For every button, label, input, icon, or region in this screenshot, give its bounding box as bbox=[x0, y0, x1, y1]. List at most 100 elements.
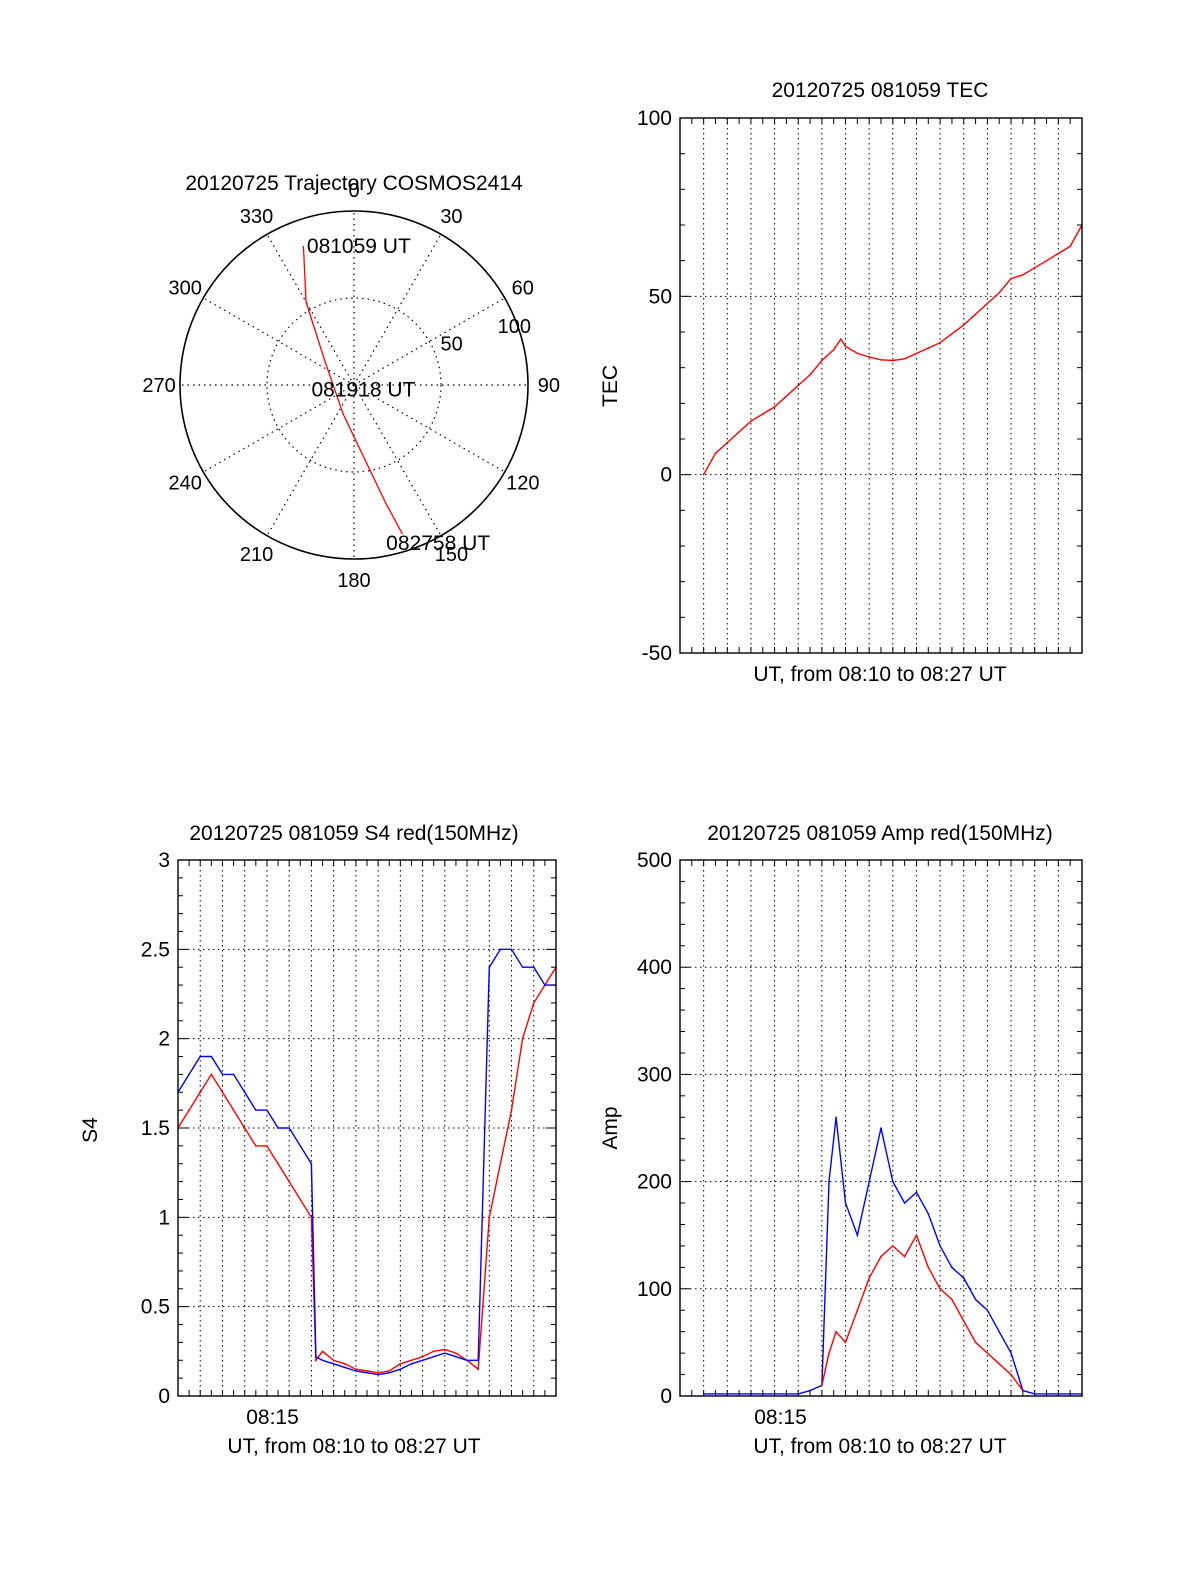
s4-xlabel: UT, from 08:10 to 08:27 UT bbox=[227, 1435, 480, 1458]
azimuth-label-0: 0 bbox=[348, 180, 359, 202]
data-point bbox=[532, 1002, 535, 1004]
amp-title: 20120725 081059 Amp red(150MHz) bbox=[707, 822, 1053, 845]
data-point bbox=[856, 1309, 859, 1312]
data-point bbox=[455, 1355, 457, 1358]
tec-plot-area: -50 0 50 100 bbox=[637, 107, 1083, 665]
trajectory-spoke-30 bbox=[353, 234, 442, 386]
trajectory-path bbox=[302, 245, 403, 535]
data-point bbox=[856, 352, 859, 355]
azimuth-label-120: 120 bbox=[506, 472, 539, 494]
y-tick-label: 300 bbox=[637, 1063, 672, 1086]
azimuth-label-270: 270 bbox=[142, 375, 175, 397]
trajectory-spoke-120 bbox=[353, 384, 505, 473]
data-point bbox=[797, 384, 800, 387]
trajectory-annotation: 081918 UT bbox=[312, 378, 416, 401]
data-point bbox=[421, 1359, 424, 1362]
data-point bbox=[903, 357, 906, 360]
data-point bbox=[488, 966, 491, 968]
data-point bbox=[750, 420, 752, 422]
amp-ylabel: Amp bbox=[599, 1106, 622, 1149]
data-point bbox=[939, 341, 941, 344]
data-point bbox=[915, 1234, 918, 1236]
data-point bbox=[998, 1363, 1001, 1365]
data-point bbox=[477, 1368, 479, 1370]
data-point bbox=[410, 1359, 413, 1362]
data-point bbox=[466, 1359, 468, 1362]
data-point bbox=[915, 352, 918, 355]
azimuth-label-240: 240 bbox=[169, 472, 202, 494]
data-point bbox=[188, 1109, 190, 1111]
data-point bbox=[927, 1212, 930, 1215]
data-point bbox=[1022, 274, 1024, 276]
data-point bbox=[974, 313, 977, 315]
data-point bbox=[210, 1073, 213, 1076]
data-point bbox=[444, 1348, 446, 1351]
data-point bbox=[939, 1288, 941, 1290]
data-point bbox=[892, 1180, 894, 1183]
trajectory-azimuth-labels: 0 30 60 90 120 150 180 210 240 270 300 330 bbox=[142, 180, 560, 592]
data-point bbox=[821, 359, 823, 362]
data-point bbox=[785, 395, 788, 398]
y-tick-label: 0.5 bbox=[141, 1296, 170, 1319]
data-point bbox=[266, 1145, 268, 1147]
data-point bbox=[277, 1127, 279, 1129]
data-point bbox=[927, 1266, 930, 1269]
data-point bbox=[288, 1127, 290, 1129]
data-point bbox=[974, 1341, 977, 1344]
trajectory-radial-ring-50 bbox=[266, 297, 442, 473]
data-point bbox=[939, 1245, 941, 1247]
trajectory-grid bbox=[179, 210, 529, 560]
data-point bbox=[210, 1055, 213, 1058]
data-point bbox=[962, 1320, 965, 1322]
data-point bbox=[321, 1359, 324, 1362]
data-point bbox=[366, 1371, 368, 1374]
data-point bbox=[499, 948, 502, 951]
azimuth-label-150: 150 bbox=[435, 544, 468, 566]
data-point bbox=[477, 1359, 479, 1362]
amp-panel: 20120725 081059 Amp red(150MHz) 0 100 200 3… bbox=[599, 822, 1083, 1458]
data-point bbox=[521, 966, 524, 968]
data-point bbox=[315, 1359, 317, 1362]
data-point bbox=[388, 1370, 391, 1372]
series-line-0 bbox=[702, 224, 1083, 476]
data-point bbox=[828, 1180, 830, 1183]
data-point bbox=[856, 1234, 859, 1236]
x-tick-label: 08:15 bbox=[754, 1406, 807, 1429]
y-tick-label: 100 bbox=[637, 1278, 672, 1301]
data-point bbox=[951, 332, 953, 335]
azimuth-label-330: 330 bbox=[240, 206, 273, 228]
tec-panel: 20120725 081059 TEC -50 0 50 100 UT, from 0… bbox=[599, 79, 1083, 686]
data-point bbox=[199, 1091, 202, 1094]
azimuth-label-180: 180 bbox=[337, 570, 370, 592]
data-point bbox=[299, 1198, 302, 1201]
data-point bbox=[998, 1330, 1001, 1333]
data-point bbox=[432, 1350, 435, 1353]
data-point bbox=[828, 1352, 830, 1354]
data-point bbox=[399, 1363, 402, 1365]
radial-label-50: 50 bbox=[441, 334, 463, 356]
data-point bbox=[986, 1309, 989, 1312]
data-point bbox=[455, 1352, 457, 1354]
tec-ylabel: TEC bbox=[599, 365, 622, 407]
data-point bbox=[974, 1298, 977, 1301]
azimuth-label-60: 60 bbox=[512, 278, 534, 300]
data-point bbox=[892, 359, 894, 362]
series-line-1 bbox=[821, 1233, 1024, 1392]
trajectory-outer-ring bbox=[179, 210, 529, 560]
data-point bbox=[243, 1127, 246, 1129]
data-point bbox=[366, 1370, 368, 1372]
y-tick-label: 100 bbox=[637, 107, 672, 130]
tec-xlabel: UT, from 08:10 to 08:27 UT bbox=[753, 663, 1006, 686]
data-point bbox=[410, 1363, 413, 1365]
trajectory-spoke-150 bbox=[353, 384, 442, 536]
data-point bbox=[1010, 1352, 1012, 1354]
data-point bbox=[986, 1352, 989, 1354]
trajectory-spoke-240 bbox=[203, 384, 355, 473]
data-point bbox=[221, 1073, 224, 1076]
y-tick-label: 1.5 bbox=[141, 1117, 170, 1140]
series-line-0 bbox=[703, 1117, 1082, 1395]
data-point bbox=[377, 1371, 379, 1374]
data-point bbox=[377, 1373, 379, 1376]
data-point bbox=[835, 1330, 837, 1333]
